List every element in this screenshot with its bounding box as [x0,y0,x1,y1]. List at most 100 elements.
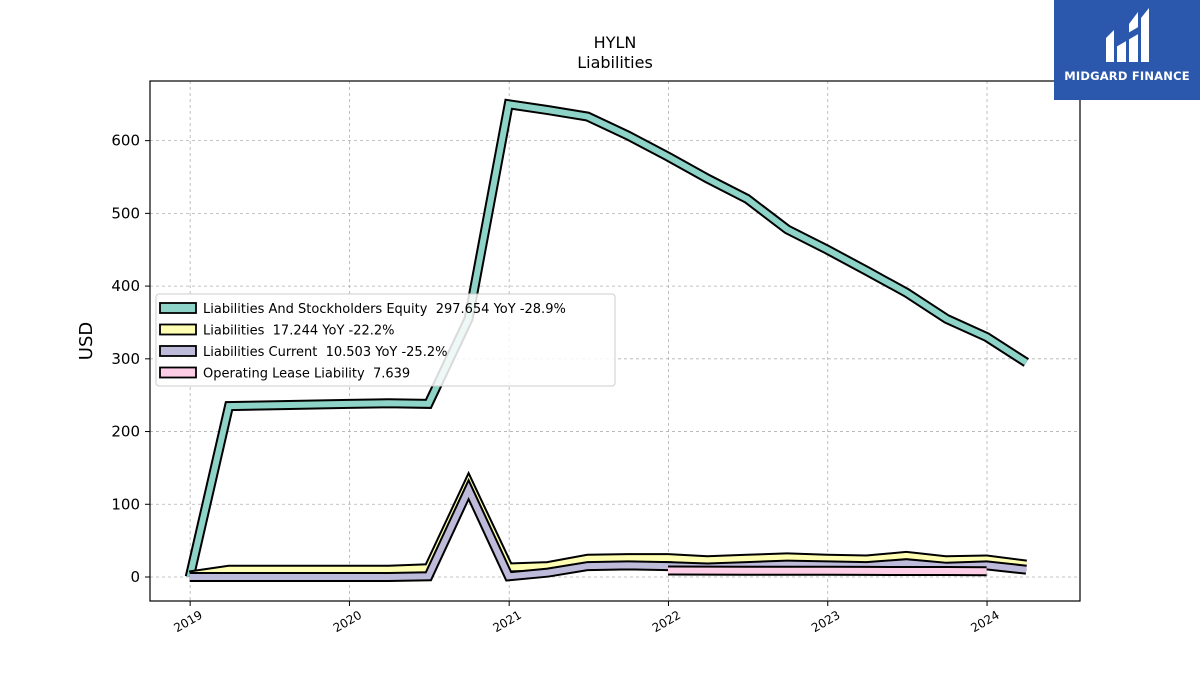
series-0-point [308,404,309,405]
series-3-point [707,570,708,571]
series-1-point [587,558,588,559]
y-tick-label: 0 [130,568,140,586]
legend-swatch [159,366,197,379]
series-1-point [388,569,389,570]
series-0-point [428,403,429,404]
series-3-line [667,567,987,575]
series-2-point [468,489,469,490]
series-0-point [388,403,389,404]
series-0-point [1026,362,1027,363]
chart-subtitle: Liabilities [577,53,653,72]
series-0-point [349,403,350,404]
x-tick-label: 2019 [171,608,204,635]
legend-swatch [159,323,197,336]
series-0-point [668,156,669,157]
y-axis-label: USD [76,322,97,360]
series-2-point [827,565,828,566]
series-0-point [946,318,947,319]
y-tick-label: 400 [111,277,140,295]
series-2-point [986,565,987,566]
series-0-point [587,116,588,117]
midgard-logo-icon [1106,8,1149,62]
legend-box [155,293,616,387]
series-1-point [268,569,269,570]
series-2-point [428,576,429,577]
series-1-point [707,560,708,561]
series-1-point [548,566,549,567]
series-2-point [548,572,549,573]
series-2-point [508,576,509,577]
series-1-line [189,475,1027,579]
series-3-point [668,570,669,571]
series-3-point [946,571,947,572]
series-layer [184,98,1030,582]
series-2-point [229,577,230,578]
series-1-point [627,558,628,559]
series-1-point [866,559,867,560]
series-1-point [308,569,309,570]
series-0-line [186,100,1028,578]
series-3-point [787,570,788,571]
plot-frame [149,80,1081,602]
chart-title: HYLN [594,33,637,52]
x-tick-label: 2022 [650,608,683,635]
y-tick-label: 300 [111,350,140,368]
series-1-point [787,557,788,558]
series-2-point [268,577,269,578]
x-tick-label: 2020 [331,608,364,635]
series-2-point [627,565,628,566]
series-0-point [827,249,828,250]
series-1-point [986,559,987,560]
x-tick-label: 2021 [490,608,523,635]
legend-label: Liabilities Current 10.503 YoY -25.2% [203,345,447,360]
series-2-point [587,566,588,567]
series-0-point [747,198,748,199]
legend-label: Liabilities 17.244 YoY -22.2% [203,324,395,339]
series-2-point [349,577,350,578]
series-0-point [627,135,628,136]
y-tick-label: 100 [111,495,140,513]
series-2-point [189,577,190,578]
legend-label: Operating Lease Liability 7.639 [203,367,410,382]
series-1-point [349,569,350,570]
series-3-point [827,570,828,571]
series-0-point [787,229,788,230]
y-axis: 0 100 200 300 400 500 600 [111,132,150,586]
series-0-point [229,406,230,407]
series-2-point [1026,569,1027,570]
series-0-point [268,405,269,406]
series-3-point [986,571,987,572]
series-0-point [548,110,549,111]
series-0-point [707,178,708,179]
series-1-point [668,558,669,559]
brand-name: MIDGARD FINANCE [1064,69,1190,83]
legend-label: Liabilities And Stockholders Equity 297.… [203,302,566,317]
series-0-point [508,104,509,105]
series-3-point [866,570,867,571]
y-tick-label: 200 [111,423,140,441]
series-2-point [388,577,389,578]
series-0-point [866,270,867,271]
x-tick-label: 2023 [809,608,842,635]
legend: Liabilities And Stockholders Equity 297.… [155,293,616,387]
x-axis: 2019 2020 2021 2022 2023 2024 [171,601,1002,635]
series-2-point [308,577,309,578]
brand-logo: MIDGARD FINANCE [1054,0,1200,100]
series-1-point [229,569,230,570]
x-tick-label: 2024 [968,608,1001,635]
series-1-point [946,560,947,561]
series-1-point [747,558,748,559]
series-3-point [747,570,748,571]
series-3-point [906,571,907,572]
y-tick-label: 600 [111,132,140,150]
legend-swatch [159,302,197,314]
series-2-point [906,563,907,564]
series-0-point [906,292,907,293]
series-1-point [906,555,907,556]
series-0-point [986,337,987,338]
series-2-point [787,564,788,565]
legend-swatch [159,345,197,357]
y-tick-label: 500 [111,204,140,222]
series-1-point [827,558,828,559]
